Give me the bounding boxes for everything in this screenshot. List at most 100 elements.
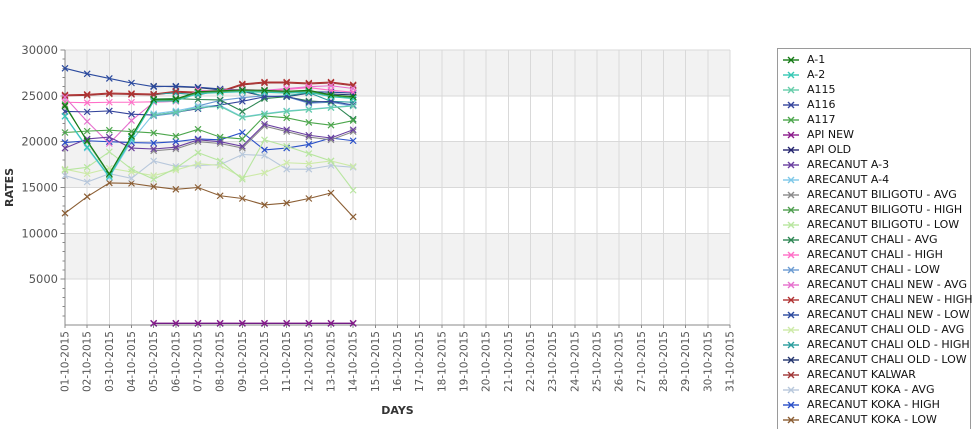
series-line bbox=[64, 182, 354, 218]
series-line bbox=[64, 131, 354, 151]
x-marker bbox=[61, 144, 69, 152]
legend-item-label: ARECANUT A-4 bbox=[807, 173, 890, 186]
x-marker bbox=[150, 83, 158, 91]
legend-item: A-2 bbox=[778, 67, 970, 82]
x-marker bbox=[172, 185, 180, 193]
x-marker bbox=[172, 166, 180, 174]
x-marker bbox=[238, 97, 246, 105]
chart-legend: A-1 A-2 A115 A116 A117 API NEW API OLD ARECANUT… bbox=[777, 48, 973, 429]
x-tick-label: 16-10-2015 bbox=[392, 331, 404, 392]
legend-item-label: ARECANUT CHALI - LOW bbox=[807, 263, 940, 276]
series-arecanut-biligotu-avg bbox=[150, 122, 357, 155]
x-marker bbox=[83, 108, 91, 116]
x-marker bbox=[61, 166, 69, 174]
x-marker bbox=[349, 126, 357, 134]
series-line bbox=[153, 105, 354, 118]
x-marker bbox=[305, 165, 313, 173]
x-marker bbox=[305, 98, 313, 106]
y-tick-label: 5000 bbox=[29, 272, 58, 286]
x-marker bbox=[283, 165, 291, 173]
x-marker bbox=[349, 101, 357, 109]
x-marker bbox=[216, 88, 224, 96]
x-marker bbox=[83, 137, 91, 145]
x-marker bbox=[216, 102, 224, 110]
x-tick-label: 12-10-2015 bbox=[303, 331, 315, 392]
legend-marker-icon bbox=[783, 116, 799, 123]
x-marker bbox=[305, 150, 313, 158]
legend-marker-icon bbox=[783, 146, 799, 153]
x-marker bbox=[283, 78, 291, 86]
x-marker bbox=[238, 87, 246, 95]
legend-item-label: ARECANUT CHALI NEW - LOW bbox=[807, 308, 970, 321]
x-marker bbox=[194, 149, 202, 157]
legend-item: ARECANUT CHALI - HIGH bbox=[778, 247, 970, 262]
x-marker bbox=[128, 165, 135, 173]
x-marker bbox=[327, 91, 335, 99]
x-tick-label: 05-10-2015 bbox=[148, 331, 160, 392]
y-tick-label: 25000 bbox=[21, 89, 58, 103]
x-marker bbox=[128, 179, 135, 187]
x-marker bbox=[261, 78, 268, 86]
x-marker bbox=[194, 319, 202, 327]
x-marker bbox=[128, 79, 135, 87]
x-marker bbox=[238, 195, 246, 202]
x-marker bbox=[194, 105, 202, 113]
x-tick-label: 21-10-2015 bbox=[503, 331, 515, 392]
legend-item: ARECANUT BILIGOTU - LOW bbox=[778, 217, 970, 232]
legend-marker-icon bbox=[783, 281, 799, 288]
x-tick-label: 17-10-2015 bbox=[414, 331, 426, 392]
legend-marker-icon bbox=[783, 71, 799, 78]
legend-item-label: A-2 bbox=[807, 68, 826, 81]
x-marker bbox=[128, 90, 135, 97]
legend-item-label: ARECANUT CHALI OLD - AVG bbox=[807, 323, 965, 336]
x-tick-label: 22-10-2015 bbox=[525, 331, 537, 392]
x-marker bbox=[172, 108, 180, 116]
x-marker bbox=[349, 102, 357, 110]
legend-marker-icon bbox=[783, 386, 799, 393]
x-tick-label: 04-10-2015 bbox=[126, 331, 138, 392]
x-marker bbox=[261, 319, 268, 327]
x-tick-label: 18-10-2015 bbox=[436, 331, 448, 392]
x-marker bbox=[83, 91, 91, 98]
x-marker bbox=[61, 165, 69, 173]
x-marker bbox=[105, 98, 113, 106]
x-marker bbox=[128, 144, 135, 152]
x-marker bbox=[83, 127, 91, 135]
legend-marker-icon bbox=[783, 401, 799, 408]
x-marker bbox=[261, 87, 268, 95]
x-marker bbox=[305, 140, 313, 148]
x-marker bbox=[105, 173, 113, 180]
x-marker bbox=[327, 121, 335, 129]
legend-item-label: ARECANUT BILIGOTU - LOW bbox=[807, 218, 960, 231]
x-marker bbox=[216, 87, 224, 95]
x-marker bbox=[349, 319, 357, 327]
series-arecanut-a-3 bbox=[61, 120, 357, 153]
legend-marker-icon bbox=[783, 356, 799, 363]
series-arecanut-koka-high bbox=[61, 129, 357, 154]
x-marker bbox=[150, 139, 158, 147]
y-tick-label: 10000 bbox=[21, 226, 58, 240]
x-marker bbox=[305, 106, 313, 114]
legend-item: A-1 bbox=[778, 52, 970, 67]
series-line bbox=[64, 89, 354, 175]
x-marker bbox=[105, 126, 113, 134]
x-marker bbox=[61, 139, 69, 147]
x-tick-label: 23-10-2015 bbox=[547, 331, 559, 392]
x-tick-label: 28-10-2015 bbox=[658, 331, 670, 392]
x-marker bbox=[61, 91, 69, 99]
x-marker bbox=[261, 122, 268, 130]
legend-item: ARECANUT KOKA - HIGH bbox=[778, 397, 970, 412]
x-tick-label: 06-10-2015 bbox=[170, 331, 182, 392]
x-marker bbox=[216, 319, 224, 327]
x-marker bbox=[105, 89, 113, 97]
x-marker bbox=[305, 160, 313, 168]
x-tick-label: 26-10-2015 bbox=[614, 331, 626, 392]
x-marker bbox=[349, 137, 357, 145]
x-marker bbox=[349, 117, 357, 125]
x-marker bbox=[83, 99, 91, 107]
x-marker bbox=[61, 92, 69, 100]
legend-marker-icon bbox=[783, 266, 799, 273]
x-marker bbox=[105, 170, 113, 178]
legend-item: A116 bbox=[778, 97, 970, 112]
x-marker bbox=[238, 113, 246, 121]
